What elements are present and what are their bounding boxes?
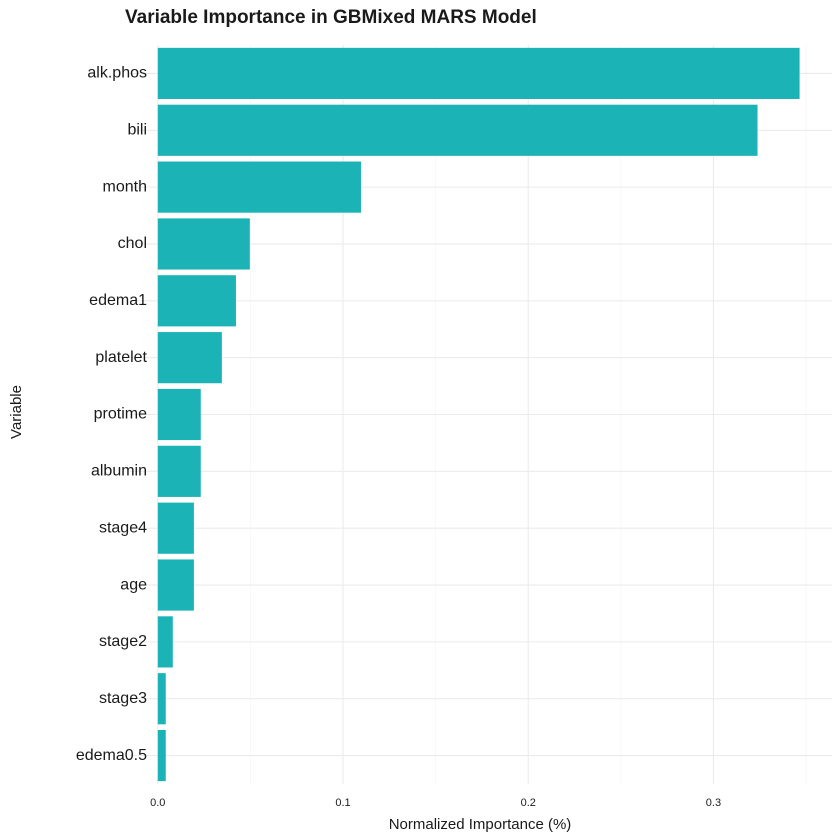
- bar: [157, 218, 250, 270]
- y-tick-label: month: [103, 178, 147, 195]
- y-tick-label: edema0.5: [76, 747, 147, 764]
- bar: [157, 332, 222, 384]
- y-axis-title: Variable: [8, 385, 25, 439]
- y-tick-label: bili: [127, 121, 147, 138]
- y-tick-label: platelet: [95, 349, 147, 366]
- y-tick-label: albumin: [91, 463, 147, 480]
- y-tick-label: protime: [94, 406, 147, 423]
- x-tick-label: 0.3: [706, 797, 721, 809]
- x-tick-label: 0.0: [150, 797, 165, 809]
- bar: [157, 161, 361, 213]
- bar: [157, 673, 166, 725]
- chart-title: Variable Importance in GBMixed MARS Mode…: [125, 7, 537, 28]
- x-tick-label: 0.1: [335, 797, 350, 809]
- y-tick-label: stage3: [99, 690, 147, 707]
- bar: [157, 275, 236, 327]
- y-tick-label: edema1: [89, 292, 147, 309]
- bar: [157, 616, 173, 668]
- bar: [157, 445, 201, 497]
- bar: [157, 47, 800, 100]
- bar: [157, 559, 194, 611]
- x-tick-label: 0.2: [521, 797, 536, 809]
- y-tick-label: chol: [118, 235, 147, 252]
- bar: [157, 729, 166, 782]
- bar: [157, 502, 194, 554]
- y-tick-label: stage2: [99, 633, 147, 650]
- x-axis-title: Normalized Importance (%): [389, 816, 572, 833]
- bar: [157, 104, 758, 156]
- y-tick-label: age: [120, 576, 147, 593]
- bar: [157, 388, 201, 441]
- y-tick-label: alk.phos: [87, 65, 147, 82]
- y-tick-label: stage4: [99, 519, 147, 536]
